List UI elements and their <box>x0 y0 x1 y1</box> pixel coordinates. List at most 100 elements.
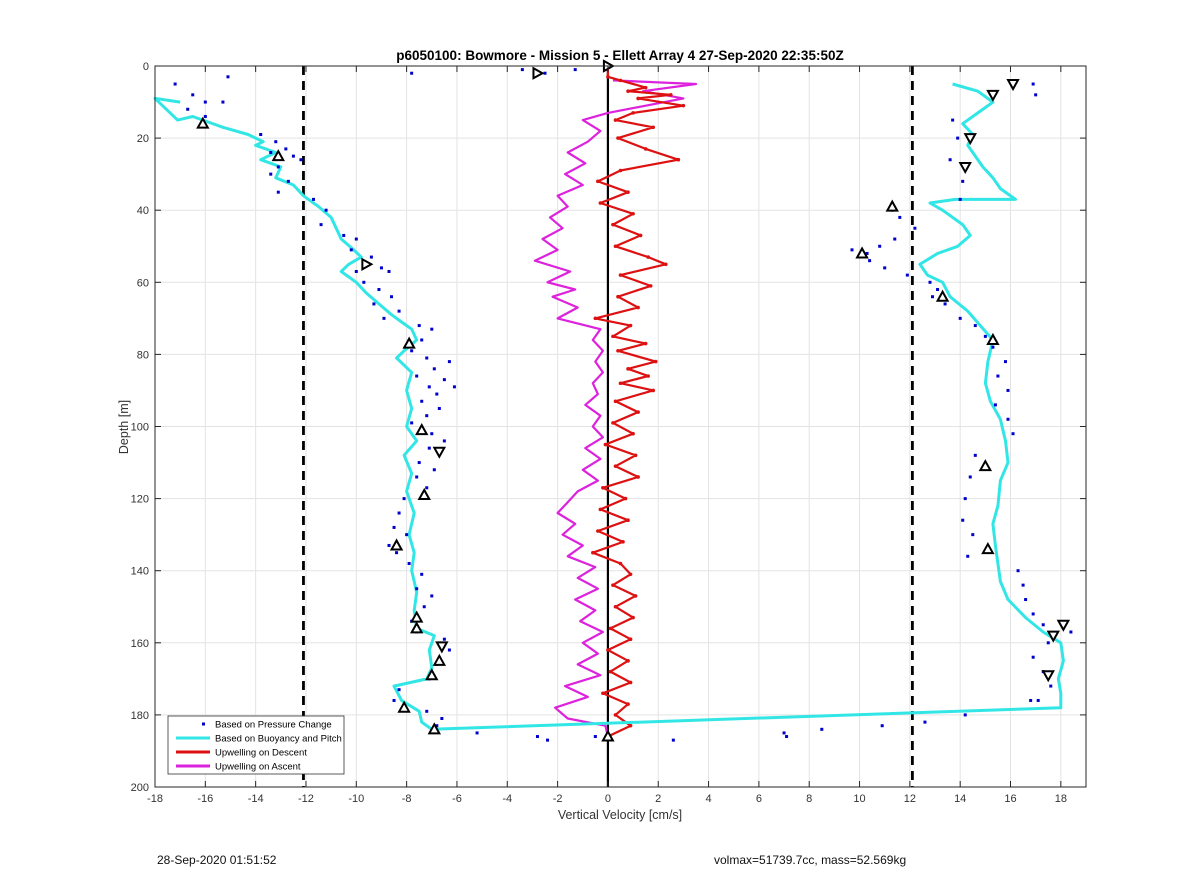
data-point <box>437 406 441 410</box>
data-point <box>820 727 824 731</box>
triangle-marker <box>427 722 441 735</box>
series-point <box>631 111 635 115</box>
data-point <box>392 698 396 702</box>
series-point <box>628 637 633 641</box>
data-point <box>1006 388 1010 392</box>
triangle-marker <box>1046 630 1060 643</box>
y-tick-label: 40 <box>137 205 149 217</box>
data-point <box>971 533 975 537</box>
triangle-marker <box>986 332 1000 345</box>
series-point <box>638 233 643 238</box>
data-point <box>410 421 414 425</box>
data-point <box>299 158 303 162</box>
data-point <box>415 587 419 591</box>
data-point <box>785 735 789 739</box>
data-point <box>379 266 383 270</box>
data-point <box>963 497 967 501</box>
series-point <box>643 147 648 151</box>
data-point <box>475 731 479 735</box>
series-point <box>636 410 640 414</box>
series-point <box>618 273 623 277</box>
series-point <box>618 78 623 83</box>
data-point <box>1003 360 1007 364</box>
data-point <box>417 461 421 465</box>
y-tick-label: 160 <box>131 638 149 650</box>
y-tick-label: 120 <box>131 494 149 506</box>
data-point <box>372 302 376 306</box>
data-point <box>535 735 539 739</box>
data-point <box>259 132 263 136</box>
series-point <box>613 244 618 249</box>
data-point <box>420 572 424 576</box>
series-point <box>643 85 648 90</box>
data-point <box>417 324 421 328</box>
data-point <box>369 255 373 259</box>
data-point <box>442 378 446 382</box>
data-point <box>395 551 399 555</box>
data-point <box>203 100 207 104</box>
data-point <box>1006 417 1010 421</box>
triangle-marker <box>432 653 447 666</box>
data-point <box>913 226 917 230</box>
series-point <box>631 431 635 436</box>
legend-label: Upwelling on Ascent <box>215 762 301 773</box>
triangle-marker <box>958 161 972 174</box>
data-point <box>1031 655 1035 659</box>
data-point <box>880 724 884 728</box>
legend-label: Based on Pressure Change <box>215 720 332 731</box>
series-point <box>593 316 598 321</box>
series-line <box>591 66 685 738</box>
data-point <box>286 179 290 183</box>
data-point <box>173 82 177 86</box>
triangle-marker <box>425 668 439 681</box>
series-line <box>153 82 1065 731</box>
series-point <box>596 179 600 184</box>
data-point <box>1021 583 1025 587</box>
data-point <box>390 295 394 299</box>
data-point <box>1016 569 1020 573</box>
data-point <box>1046 641 1050 645</box>
data-point <box>407 561 411 565</box>
series-lines <box>153 64 1065 739</box>
data-point <box>430 432 434 436</box>
data-point <box>958 197 962 201</box>
x-tick-label: 12 <box>904 793 916 805</box>
data-point <box>1011 432 1015 436</box>
data-point <box>991 345 995 349</box>
data-point <box>420 338 424 342</box>
series-point <box>628 680 633 685</box>
data-point <box>420 399 424 403</box>
data-point <box>868 259 872 263</box>
series-line <box>533 79 698 737</box>
x-tick-label: 2 <box>655 793 661 805</box>
data-point <box>963 713 967 717</box>
series-point <box>633 453 638 458</box>
x-tick-label: -2 <box>553 793 563 805</box>
data-point <box>973 453 977 457</box>
series-point <box>613 399 618 404</box>
data-point <box>961 179 965 183</box>
series-point <box>608 626 613 631</box>
series-point <box>626 89 630 94</box>
series-point <box>628 572 633 577</box>
data-point <box>936 288 940 292</box>
data-point <box>573 68 577 72</box>
data-point <box>221 100 225 104</box>
data-point <box>447 360 451 364</box>
x-tick-label: 6 <box>756 793 762 805</box>
series-point <box>618 381 623 386</box>
data-point <box>435 392 439 396</box>
data-point <box>397 309 401 313</box>
triangle-marker <box>389 538 404 551</box>
series-point <box>626 367 630 371</box>
data-point <box>958 316 962 320</box>
data-point <box>923 720 927 724</box>
series-point <box>681 103 686 108</box>
data-point <box>928 280 932 284</box>
y-tick-label: 180 <box>131 710 149 722</box>
triangle-marker <box>1041 670 1055 683</box>
triangle-marker <box>271 149 285 162</box>
series-point <box>611 421 615 425</box>
series-point <box>598 507 603 512</box>
triangle-marker <box>963 133 977 146</box>
